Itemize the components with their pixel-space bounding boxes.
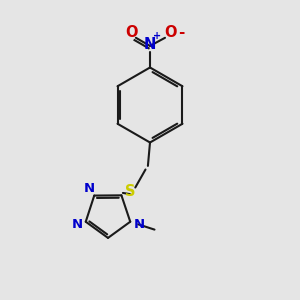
Text: O: O — [164, 25, 176, 40]
Text: N: N — [83, 182, 94, 195]
Text: -: - — [178, 26, 184, 40]
Text: O: O — [125, 25, 138, 40]
Text: +: + — [152, 31, 161, 41]
Text: N: N — [133, 218, 144, 231]
Text: S: S — [125, 184, 135, 199]
Text: N: N — [72, 218, 83, 231]
Text: N: N — [144, 37, 156, 52]
